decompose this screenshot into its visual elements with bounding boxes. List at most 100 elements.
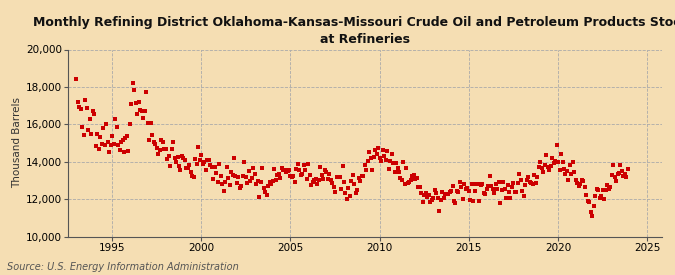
Point [423,192,434,197]
Point [205,163,215,167]
Point [99,142,110,147]
Point [180,157,190,162]
Point [479,191,489,196]
Point [78,132,89,137]
Point [190,156,200,161]
Point [446,189,456,193]
Point [396,178,407,182]
Point [255,180,266,184]
Point [562,169,572,173]
Point [82,106,92,111]
Point [203,158,214,162]
Point [281,170,292,174]
Point [386,152,397,156]
Point [186,170,196,174]
Point [264,180,275,185]
Point [221,165,232,169]
Point [468,199,479,203]
Point [199,160,210,164]
Point [115,139,126,144]
Point [348,173,358,177]
Point [219,180,230,184]
Point [238,174,248,179]
Point [350,191,361,195]
Point [609,175,620,179]
Point [141,90,152,95]
Point [276,166,287,170]
Point [459,182,470,186]
Point [591,186,602,191]
Point [90,144,101,148]
Point [315,165,325,170]
Point [287,175,298,180]
Point [427,197,437,202]
Point [499,186,510,191]
Point [510,190,520,194]
Point [501,196,512,200]
Point [130,101,141,105]
Point [294,168,305,172]
Point [428,196,439,200]
Point [197,161,208,166]
Point [484,174,495,178]
Point [364,150,375,154]
Point [340,191,351,195]
Point [599,197,610,201]
Point [365,156,376,160]
Point [302,177,313,182]
Point [224,183,235,188]
Point [269,167,279,172]
Point [324,172,335,177]
Point [506,184,517,189]
Point [371,152,382,156]
Point [98,125,109,130]
Point [486,183,497,188]
Point [298,162,309,167]
Point [518,193,529,198]
Point [608,163,618,167]
Point [432,196,443,200]
Point [537,166,547,170]
Point [318,177,329,182]
Point [159,147,169,151]
Point [251,182,262,186]
Point [300,168,310,172]
Y-axis label: Thousand Barrels: Thousand Barrels [11,98,22,188]
Text: Source: U.S. Energy Information Administration: Source: U.S. Energy Information Administ… [7,262,238,272]
Point [232,181,242,185]
Point [126,101,137,106]
Point [333,174,344,179]
Point [87,109,98,113]
Point [535,160,545,164]
Point [391,160,402,165]
Point [618,174,629,178]
Point [545,164,556,168]
Point [288,174,299,178]
Point [282,169,293,174]
Point [245,179,256,183]
Point [223,176,234,180]
Point [151,146,162,151]
Point [379,154,389,158]
Point [456,185,467,189]
Point [422,195,433,200]
Point [321,170,331,174]
Point [136,109,147,113]
Point [465,198,476,202]
Point [72,100,83,104]
Point [502,183,513,187]
Point [306,183,317,187]
Point [615,163,626,167]
Point [145,121,156,125]
Point [464,188,475,193]
Point [248,166,259,170]
Point [533,165,544,169]
Point [328,185,339,189]
Point [583,199,593,203]
Point [309,178,320,183]
Point [343,186,354,190]
Point [572,181,583,186]
Point [92,132,103,137]
Point [517,189,528,193]
Point [466,182,477,186]
